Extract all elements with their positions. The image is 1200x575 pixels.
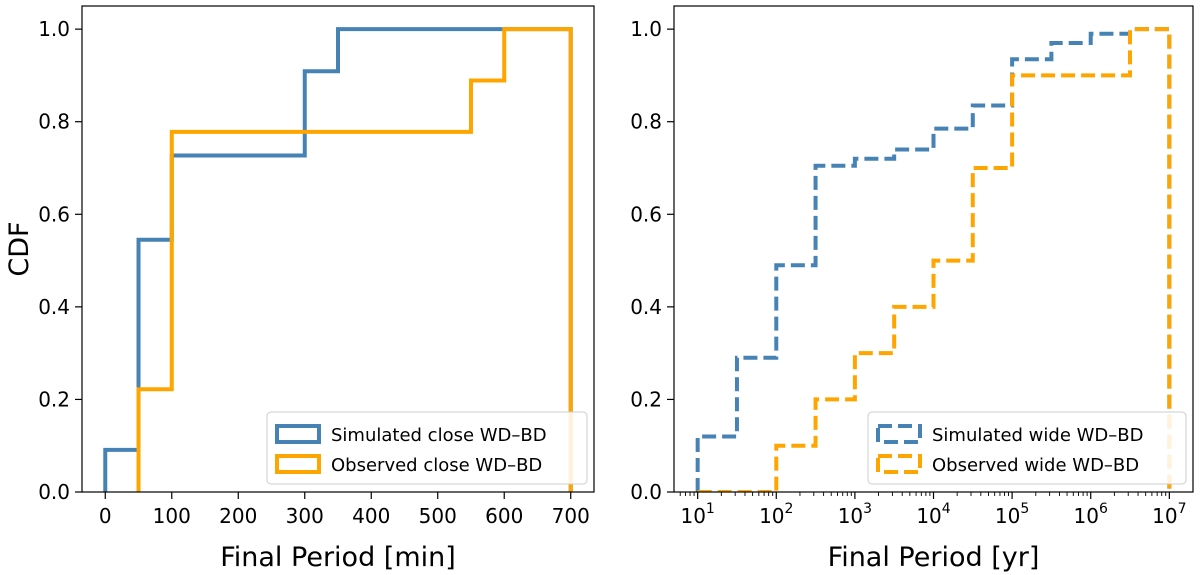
y-tick-label: 0.2 (630, 387, 662, 411)
series-group (695, 27, 1172, 492)
x-tick-label: 102 (759, 501, 793, 528)
legend-label: Observed close WD–BD (331, 455, 542, 476)
y-tick-label: 0.0 (630, 480, 662, 504)
x-tick-label: 700 (552, 504, 590, 528)
legend: Simulated wide WD–BD Observed wide WD–BD (867, 411, 1187, 485)
y-tick-label: 0.0 (38, 480, 70, 504)
y-tick-label: 1.0 (630, 17, 662, 41)
y-tick-label: 0.4 (630, 295, 662, 319)
x-tick-label: 103 (838, 501, 872, 528)
series-line-simulated (695, 27, 1172, 492)
y-tick-label: 0.2 (38, 387, 70, 411)
series-line-observed (697, 27, 1172, 492)
x-tick-label: 300 (286, 504, 324, 528)
y-tick-label: 0.6 (630, 202, 662, 226)
y-tick-label: 0.8 (630, 110, 662, 134)
x-tick-label: 107 (1152, 501, 1186, 528)
x-tick-label: 500 (419, 504, 457, 528)
legend-swatch (275, 454, 321, 474)
x-tick-label: 100 (153, 504, 191, 528)
x-tick-label: 106 (1074, 501, 1108, 528)
x-axis-label: Final Period [min] (220, 542, 456, 573)
legend-swatch (876, 424, 922, 444)
series-group (103, 27, 573, 492)
chart-panel-left: 0.0 0.2 0.4 0.6 0.8 1.0 0 100 200 300 400 500 600 700… (4, 5, 595, 573)
legend-label: Simulated close WD–BD (331, 425, 547, 446)
legend-label: Simulated wide WD–BD (932, 425, 1144, 446)
legend-swatch (275, 424, 321, 444)
y-tick-label: 0.4 (38, 295, 70, 319)
x-tick-label: 600 (485, 504, 523, 528)
y-tick-label: 0.6 (38, 202, 70, 226)
y-tick-label: 0.8 (38, 110, 70, 134)
x-tick-label: 200 (219, 504, 257, 528)
x-tick-label: 105 (995, 501, 1029, 528)
y-tick-label: 1.0 (38, 17, 70, 41)
x-tick-label: 101 (680, 501, 714, 528)
legend-swatch (876, 454, 922, 474)
x-axis-label: Final Period [yr] (828, 542, 1040, 573)
series-line-simulated (103, 27, 573, 492)
y-axis-label: CDF (4, 221, 35, 276)
x-tick-label: 400 (352, 504, 390, 528)
axes-frame (81, 5, 595, 493)
x-tick-label: 104 (916, 501, 950, 528)
legend: Simulated close WD–BD Observed close WD–B… (266, 411, 588, 485)
series-line-observed (136, 27, 573, 492)
chart-panel-right: 0.0 0.2 0.4 0.6 0.8 1.0 101 102 103 104 105 106 107 F… (630, 5, 1194, 573)
x-tick-label: 0 (99, 504, 112, 528)
legend-label: Observed wide WD–BD (932, 455, 1139, 476)
